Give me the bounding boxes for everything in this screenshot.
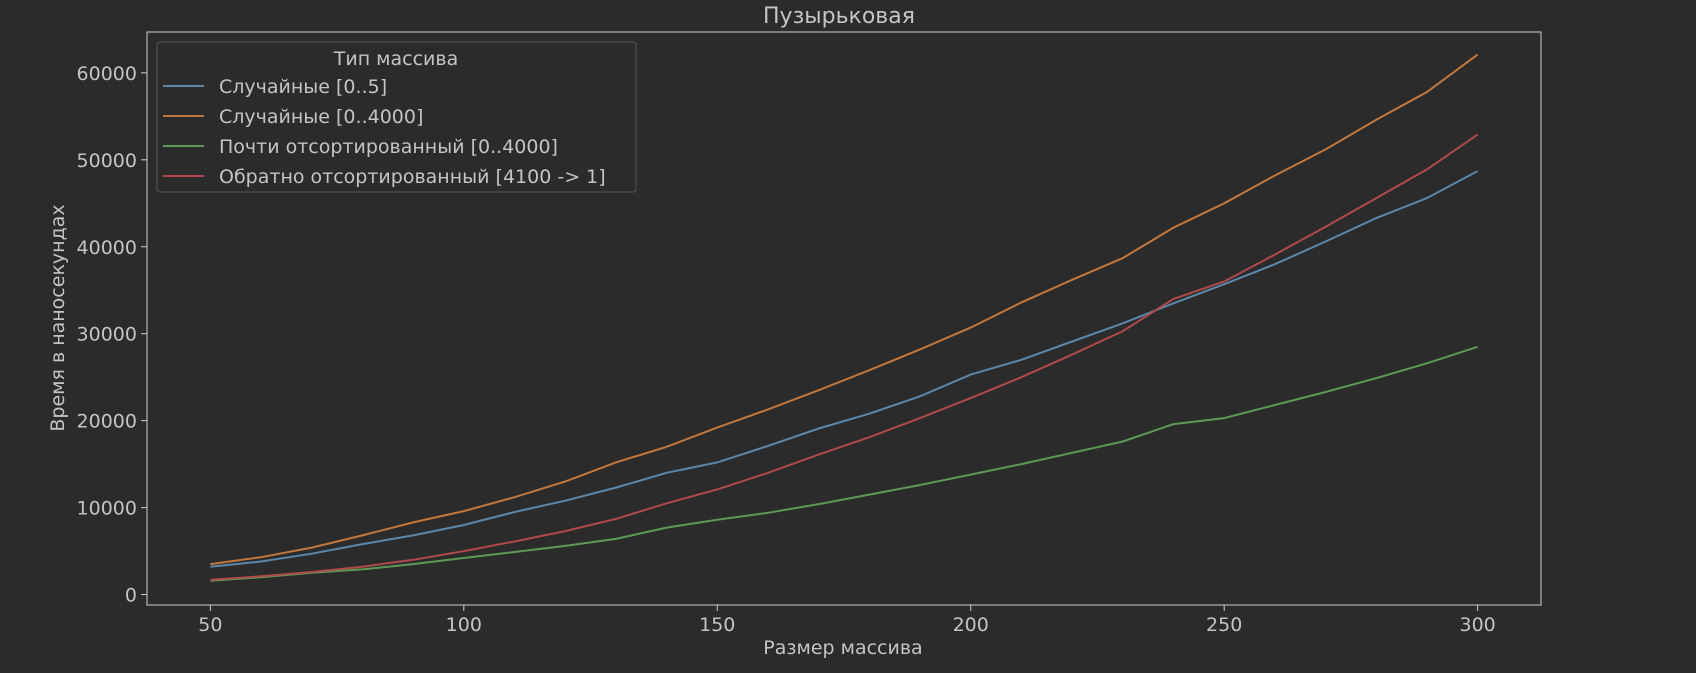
legend-label: Почти отсортированный [0..4000] xyxy=(219,136,558,158)
legend-label: Случайные [0..5] xyxy=(219,76,387,98)
x-tick-label: 250 xyxy=(1206,614,1242,636)
series-line-1 xyxy=(210,170,1479,568)
series-line-3 xyxy=(210,345,1478,582)
series-line-4 xyxy=(210,133,1479,581)
x-tick-label: 200 xyxy=(953,614,989,636)
y-tick-label: 50000 xyxy=(77,150,137,172)
series-lines xyxy=(210,53,1479,582)
x-tick-label: 50 xyxy=(198,614,222,636)
y-tick-label: 40000 xyxy=(77,237,137,259)
y-axis-label: Время в наносекундах xyxy=(47,204,69,431)
y-tick-label: 30000 xyxy=(77,324,137,346)
chart-title: Пузырьковая xyxy=(763,4,915,29)
x-tick-label: 150 xyxy=(699,614,735,636)
x-tick-label: 100 xyxy=(446,614,482,636)
legend: Тип массива Случайные [0..5]Случайные [0… xyxy=(156,41,637,193)
legend-box xyxy=(156,41,637,193)
y-tick-label: 10000 xyxy=(77,498,137,520)
legend-label: Случайные [0..4000] xyxy=(219,106,423,128)
legend-entries: Случайные [0..5] Случайные [0..4000] Почти… xyxy=(163,76,606,188)
x-axis-label: Размер массива xyxy=(763,637,922,659)
y-axis: 0 10000 20000 30000 40000 50000 60000 xyxy=(77,63,147,607)
legend-label: Обратно отсортированный [4100 -> 1] xyxy=(219,166,606,188)
y-tick-label: 20000 xyxy=(77,411,137,433)
y-tick-label: 60000 xyxy=(77,63,137,85)
legend-title: Тип массива xyxy=(333,48,458,70)
y-tick-label: 0 xyxy=(125,585,137,607)
x-tick-label: 300 xyxy=(1460,614,1496,636)
x-axis: 50 100 150 200 250 300 xyxy=(198,605,1496,636)
series-line-2 xyxy=(210,53,1479,566)
